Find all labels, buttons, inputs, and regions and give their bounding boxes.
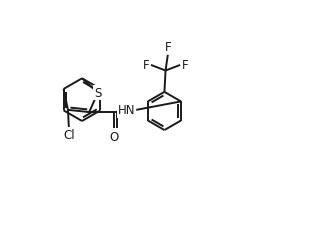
- Text: HN: HN: [118, 104, 135, 117]
- Text: F: F: [143, 59, 149, 72]
- Text: O: O: [109, 130, 119, 143]
- Text: F: F: [165, 40, 171, 53]
- Text: F: F: [182, 59, 189, 72]
- Text: S: S: [94, 87, 101, 100]
- Text: Cl: Cl: [63, 128, 75, 142]
